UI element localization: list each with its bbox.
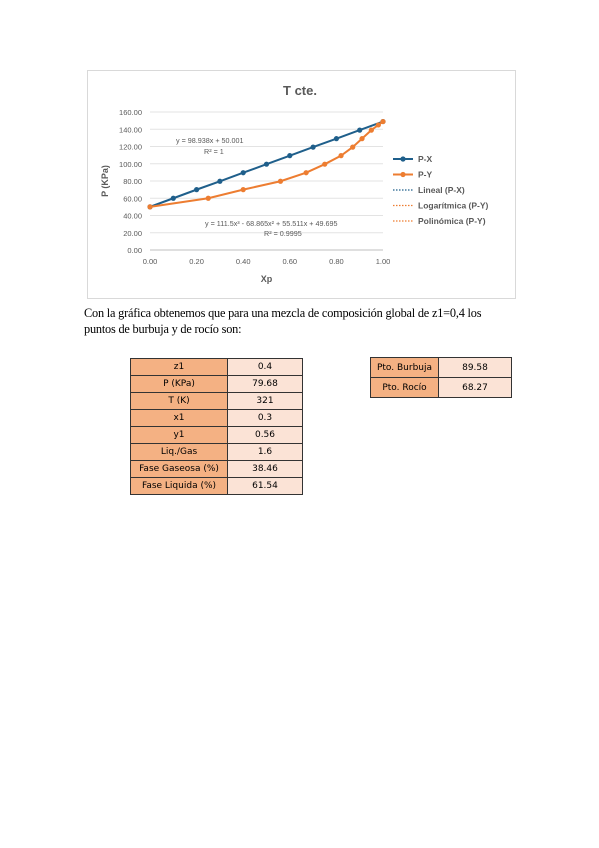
y-tick-label: 40.00 xyxy=(123,212,142,221)
data-point-p-x xyxy=(287,153,293,159)
param-row: y1 0.56 xyxy=(130,426,303,444)
point-value: 68.27 xyxy=(438,377,512,398)
y-tick-label: 120.00 xyxy=(119,143,142,152)
param-row: P (KPa) 79.68 xyxy=(130,375,303,393)
param-value: 321 xyxy=(227,392,303,410)
data-point-p-y xyxy=(240,187,246,193)
param-label: y1 xyxy=(130,426,228,444)
x-tick-label: 1.00 xyxy=(376,257,391,266)
data-point-p-y xyxy=(147,204,153,210)
param-row: Liq./Gas 1.6 xyxy=(130,443,303,461)
x-axis-label: Xp xyxy=(261,274,273,284)
param-row: z1 0.4 xyxy=(130,358,303,376)
param-label: Liq./Gas xyxy=(130,443,228,461)
legend-label: P-X xyxy=(418,154,433,164)
trendline-r2-linear: R² = 1 xyxy=(204,147,224,156)
param-label: x1 xyxy=(130,409,228,427)
data-point-p-y xyxy=(303,170,309,176)
legend-label: P-Y xyxy=(418,170,433,180)
paragraph: Con la gráfica obtenemos que para una me… xyxy=(84,305,524,337)
param-value: 0.3 xyxy=(227,409,303,427)
y-tick-label: 80.00 xyxy=(123,177,142,186)
data-point-p-x xyxy=(263,161,270,167)
param-value: 0.4 xyxy=(227,358,303,376)
y-tick-label: 0.00 xyxy=(127,246,142,255)
data-point-p-y xyxy=(277,178,284,184)
paragraph-line-1: Con la gráfica obtenemos que para una me… xyxy=(84,306,482,320)
legend-label: Polinómica (P-Y) xyxy=(418,216,486,226)
param-row: Fase Gaseosa (%) 38.46 xyxy=(130,460,303,478)
point-label: Pto. Rocío xyxy=(370,377,439,398)
y-tick-label: 160.00 xyxy=(119,108,142,117)
point-value: 89.58 xyxy=(438,357,512,378)
x-tick-label: 0.00 xyxy=(143,257,158,266)
data-point-p-y xyxy=(375,122,381,128)
y-tick-label: 20.00 xyxy=(123,229,142,238)
param-value: 61.54 xyxy=(227,477,303,495)
param-label: z1 xyxy=(130,358,228,376)
x-tick-label: 0.20 xyxy=(189,257,204,266)
data-point-p-y xyxy=(359,136,365,142)
chart: 0.00 20.00 40.00 60.00 80.00 100.00 120.00 140.… xyxy=(87,70,516,299)
data-point-p-y xyxy=(338,153,344,159)
param-label: P (KPa) xyxy=(130,375,228,393)
data-point-p-y xyxy=(380,118,386,125)
data-point-p-x xyxy=(310,144,316,150)
legend-marker xyxy=(400,156,406,162)
param-label: Fase Liquida (%) xyxy=(130,477,228,495)
y-tick-label: 100.00 xyxy=(119,160,142,169)
param-row: T (K) 321 xyxy=(130,392,303,410)
x-tick-label: 0.60 xyxy=(282,257,297,266)
x-tick-label: 0.40 xyxy=(236,257,251,266)
point-row: Pto. Rocío 68.27 xyxy=(370,377,512,398)
trendline-equation-linear: y = 98.938x + 50.001 xyxy=(176,136,244,145)
trendline-equation-poly: y = 111.5x³ - 68.865x² + 55.511x + 49.69… xyxy=(205,219,337,228)
param-value: 0.56 xyxy=(227,426,303,444)
data-point-p-y xyxy=(205,195,211,201)
data-point-p-y xyxy=(368,127,374,133)
param-row: x1 0.3 xyxy=(130,409,303,427)
data-point-p-x xyxy=(333,136,339,142)
param-value: 1.6 xyxy=(227,443,303,461)
data-point-p-x xyxy=(357,127,363,133)
point-label: Pto. Burbuja xyxy=(370,357,439,378)
param-row: Fase Liquida (%) 61.54 xyxy=(130,477,303,495)
data-point-p-y xyxy=(322,161,328,167)
legend-marker xyxy=(400,171,406,178)
paragraph-line-2: puntos de burbuja y de rocío son: xyxy=(84,322,242,336)
data-point-p-x xyxy=(217,178,223,184)
x-tick-label: 0.80 xyxy=(329,257,344,266)
y-axis-label: P (KPa) xyxy=(100,165,110,197)
point-row: Pto. Burbuja 89.58 xyxy=(370,357,512,378)
legend-label: Lineal (P-X) xyxy=(418,185,465,195)
legend-label: Logarítmica (P-Y) xyxy=(418,201,489,211)
param-label: Fase Gaseosa (%) xyxy=(130,460,228,478)
param-value: 38.46 xyxy=(227,460,303,478)
data-point-p-x xyxy=(240,170,246,176)
param-value: 79.68 xyxy=(227,375,303,393)
parameters-table: z1 0.4 P (KPa) 79.68 T (K) 321 x1 0.3 y1 0.56 Liq.… xyxy=(130,358,303,495)
trendline-r2-poly: R² = 0.9995 xyxy=(264,229,302,238)
param-label: T (K) xyxy=(130,392,228,410)
chart-title: T cte. xyxy=(283,83,317,98)
points-table: Pto. Burbuja 89.58 Pto. Rocío 68.27 xyxy=(370,357,512,398)
data-point-p-x xyxy=(170,195,176,201)
y-tick-label: 140.00 xyxy=(119,125,142,134)
data-point-p-y xyxy=(350,144,356,150)
data-point-p-x xyxy=(194,187,200,193)
y-tick-label: 60.00 xyxy=(123,194,142,203)
chart-svg: 0.00 20.00 40.00 60.00 80.00 100.00 120.00 140.… xyxy=(100,83,489,284)
